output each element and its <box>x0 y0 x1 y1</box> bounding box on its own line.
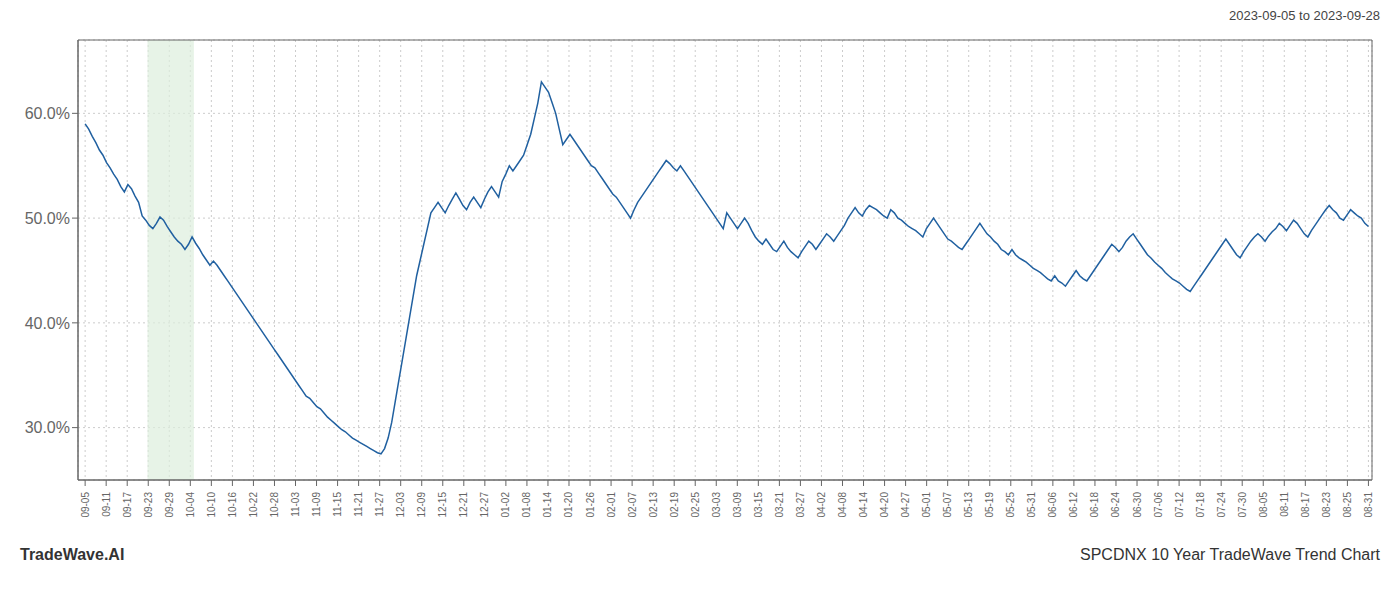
svg-text:08-05: 08-05 <box>1258 492 1269 518</box>
svg-text:05-01: 05-01 <box>921 492 932 518</box>
svg-text:11-09: 11-09 <box>311 492 322 517</box>
svg-text:03-27: 03-27 <box>795 492 806 518</box>
svg-text:08-25: 08-25 <box>1342 492 1353 518</box>
svg-text:10-10: 10-10 <box>206 492 217 518</box>
svg-text:06-18: 06-18 <box>1089 492 1100 518</box>
svg-text:06-12: 06-12 <box>1068 492 1079 518</box>
svg-text:06-06: 06-06 <box>1047 492 1058 518</box>
svg-text:08-17: 08-17 <box>1300 492 1311 518</box>
svg-text:12-15: 12-15 <box>437 492 448 518</box>
svg-text:04-02: 04-02 <box>816 492 827 518</box>
svg-text:10-16: 10-16 <box>227 492 238 518</box>
svg-text:11-21: 11-21 <box>353 492 364 517</box>
svg-text:11-27: 11-27 <box>374 492 385 517</box>
svg-text:01-14: 01-14 <box>542 492 553 518</box>
svg-text:04-14: 04-14 <box>858 492 869 518</box>
svg-text:07-06: 07-06 <box>1153 492 1164 518</box>
svg-text:01-02: 01-02 <box>500 492 511 518</box>
svg-text:60.0%: 60.0% <box>25 105 70 122</box>
html-text:SPCDNX 10 Year TradeWave Trend: SPCDNX 10 Year TradeWave Trend Chart <box>1080 546 1380 563</box>
svg-text:04-27: 04-27 <box>900 492 911 518</box>
svg-text:03-21: 03-21 <box>774 492 785 518</box>
svg-text:02-01: 02-01 <box>606 492 617 518</box>
svg-text:08-11: 08-11 <box>1279 492 1290 517</box>
svg-text:30.0%: 30.0% <box>25 419 70 436</box>
svg-text:10-04: 10-04 <box>185 492 196 518</box>
svg-text:07-18: 07-18 <box>1195 492 1206 518</box>
svg-text:40.0%: 40.0% <box>25 315 70 332</box>
svg-text:06-30: 06-30 <box>1132 492 1143 518</box>
svg-text:01-20: 01-20 <box>563 492 574 518</box>
svg-text:09-05: 09-05 <box>80 492 91 518</box>
svg-text:10-28: 10-28 <box>269 492 280 518</box>
svg-text:06-24: 06-24 <box>1110 492 1121 518</box>
svg-text:01-26: 01-26 <box>585 492 596 518</box>
svg-text:09-29: 09-29 <box>164 492 175 518</box>
svg-text:02-13: 02-13 <box>648 492 659 518</box>
svg-text:04-08: 04-08 <box>837 492 848 518</box>
svg-text:02-19: 02-19 <box>669 492 680 518</box>
html-text:2023-09-05 to 2023-09-28: 2023-09-05 to 2023-09-28 <box>1228 8 1380 23</box>
svg-text:02-25: 02-25 <box>690 492 701 518</box>
svg-text:12-27: 12-27 <box>479 492 490 518</box>
svg-text:08-23: 08-23 <box>1321 492 1332 518</box>
svg-text:11-15: 11-15 <box>332 492 343 517</box>
svg-text:03-03: 03-03 <box>711 492 722 518</box>
svg-text:09-17: 09-17 <box>122 492 133 518</box>
svg-text:12-03: 12-03 <box>395 492 406 518</box>
svg-text:05-31: 05-31 <box>1026 492 1037 518</box>
svg-text:09-11: 09-11 <box>101 492 112 517</box>
svg-text:03-09: 03-09 <box>732 492 743 518</box>
svg-text:09-23: 09-23 <box>143 492 154 518</box>
svg-text:05-25: 05-25 <box>1005 492 1016 518</box>
svg-text:01-08: 01-08 <box>521 492 532 518</box>
svg-text:05-07: 05-07 <box>942 492 953 518</box>
svg-text:07-30: 07-30 <box>1237 492 1248 518</box>
svg-text:07-24: 07-24 <box>1216 492 1227 518</box>
svg-text:02-07: 02-07 <box>627 492 638 518</box>
svg-text:10-22: 10-22 <box>248 492 259 518</box>
svg-text:03-15: 03-15 <box>753 492 764 518</box>
svg-text:08-31: 08-31 <box>1363 492 1374 518</box>
html-text:TradeWave.AI: TradeWave.AI <box>20 546 125 563</box>
svg-text:05-19: 05-19 <box>984 492 995 518</box>
svg-text:11-03: 11-03 <box>290 492 301 517</box>
svg-text:12-21: 12-21 <box>458 492 469 518</box>
svg-text:07-12: 07-12 <box>1174 492 1185 518</box>
svg-text:12-09: 12-09 <box>416 492 427 518</box>
svg-text:04-20: 04-20 <box>879 492 890 518</box>
svg-text:05-13: 05-13 <box>963 492 974 518</box>
svg-text:50.0%: 50.0% <box>25 210 70 227</box>
